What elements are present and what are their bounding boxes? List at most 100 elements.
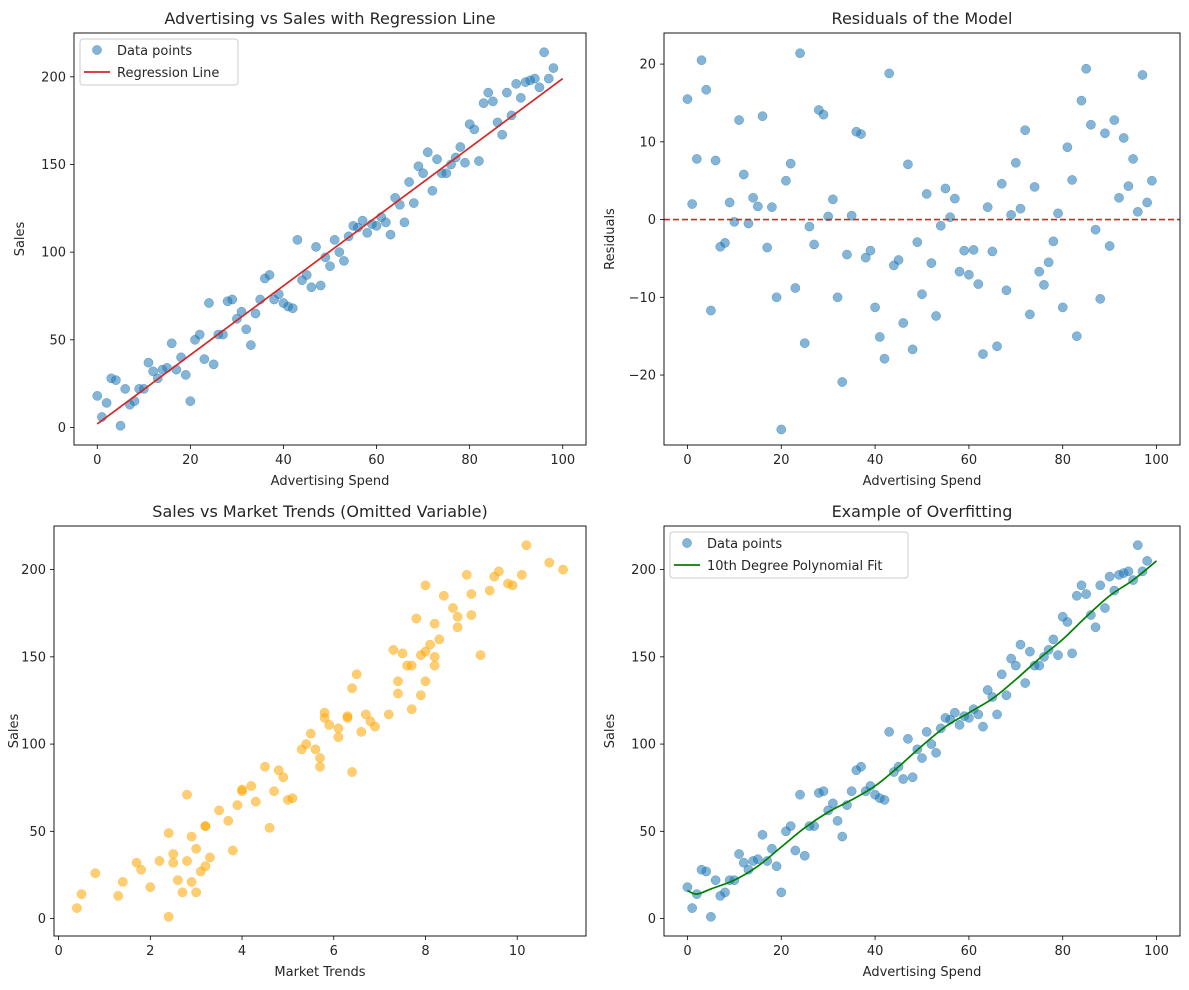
data-point (434, 634, 445, 645)
data-point (706, 911, 716, 922)
data-point (287, 303, 298, 314)
y-tick-label: −10 (629, 291, 656, 306)
data-point (1001, 690, 1012, 701)
data-point (724, 197, 735, 208)
y-tick-label: 50 (639, 825, 656, 840)
data-point (940, 183, 951, 194)
data-point (166, 338, 177, 349)
chart-title: Sales vs Market Trends (Omitted Variable… (152, 502, 487, 521)
data-point (1086, 610, 1096, 620)
data-point (1104, 571, 1115, 582)
data-point (1142, 197, 1153, 208)
data-point (738, 169, 749, 180)
data-point (250, 308, 261, 319)
data-point (223, 816, 234, 826)
x-tick-label: 2 (146, 944, 154, 959)
data-point (494, 566, 504, 577)
data-point (474, 156, 484, 166)
x-tick-label: 80 (1054, 944, 1071, 959)
plot-area (72, 540, 568, 922)
data-point (734, 115, 744, 125)
axes-frame (53, 525, 587, 937)
x-tick-label: 20 (182, 453, 199, 468)
data-point (1006, 653, 1016, 664)
data-point (529, 73, 540, 84)
x-tick-label: 80 (461, 453, 478, 468)
data-point (475, 650, 486, 660)
data-point (408, 198, 419, 208)
data-point (1048, 236, 1059, 247)
data-point (315, 761, 325, 772)
data-point (162, 363, 172, 373)
data-point (383, 709, 394, 720)
x-axis-label: Advertising Spend (863, 965, 982, 980)
data-point (1067, 175, 1077, 185)
data-point (1001, 285, 1012, 296)
data-point (945, 212, 955, 223)
data-point (799, 850, 810, 861)
data-point (790, 845, 801, 856)
data-point (182, 856, 192, 866)
data-point (1100, 603, 1110, 613)
data-point (710, 155, 721, 166)
data-point (111, 375, 121, 385)
data-point (1010, 660, 1021, 671)
data-point (1010, 157, 1021, 168)
data-point (1015, 639, 1026, 650)
data-point (241, 324, 252, 335)
data-point (1020, 125, 1031, 136)
data-point (488, 96, 498, 107)
data-point (1147, 175, 1157, 186)
data-point (696, 55, 707, 66)
data-point (795, 48, 805, 59)
x-axis-label: Market Trends (274, 965, 365, 980)
data-point (818, 109, 829, 120)
data-point (117, 877, 128, 887)
data-point (460, 157, 470, 168)
y-tick-label: 150 (21, 650, 46, 665)
data-point (420, 676, 431, 687)
data-point (429, 660, 440, 671)
data-point (917, 753, 927, 763)
data-point (771, 861, 782, 872)
data-point (687, 199, 697, 209)
data-point (163, 911, 174, 922)
data-point (558, 564, 568, 575)
data-point (515, 93, 526, 103)
data-point (351, 669, 362, 680)
data-point (935, 723, 946, 734)
data-point (1034, 266, 1045, 277)
data-point (935, 220, 946, 231)
data-point (370, 721, 380, 732)
data-point (1025, 309, 1035, 320)
data-point (292, 235, 303, 245)
data-point (1039, 652, 1049, 662)
data-point (145, 882, 156, 892)
data-point (682, 94, 693, 104)
data-point (856, 129, 866, 139)
data-point (502, 87, 512, 98)
data-point (469, 124, 480, 135)
data-point (1043, 257, 1054, 268)
legend-label-line: 10th Degree Polynomial Fit (707, 559, 883, 574)
y-tick-label: 100 (631, 738, 656, 753)
data-point (422, 147, 433, 158)
data-point (1118, 133, 1129, 143)
data-point (982, 202, 993, 212)
data-point (466, 589, 477, 599)
data-point (757, 111, 768, 122)
data-point (362, 228, 373, 238)
data-point (1015, 203, 1026, 214)
data-point (452, 622, 463, 633)
x-tick-label: 100 (550, 453, 575, 468)
data-point (497, 129, 508, 140)
data-point (996, 669, 1007, 680)
data-point (884, 727, 895, 737)
data-point (757, 829, 768, 840)
data-point (748, 192, 758, 203)
chart-title: Example of Overfitting (832, 502, 1013, 521)
data-point (204, 298, 214, 308)
y-tick-label: 200 (631, 563, 656, 578)
data-point (115, 420, 126, 431)
data-point (973, 279, 984, 289)
